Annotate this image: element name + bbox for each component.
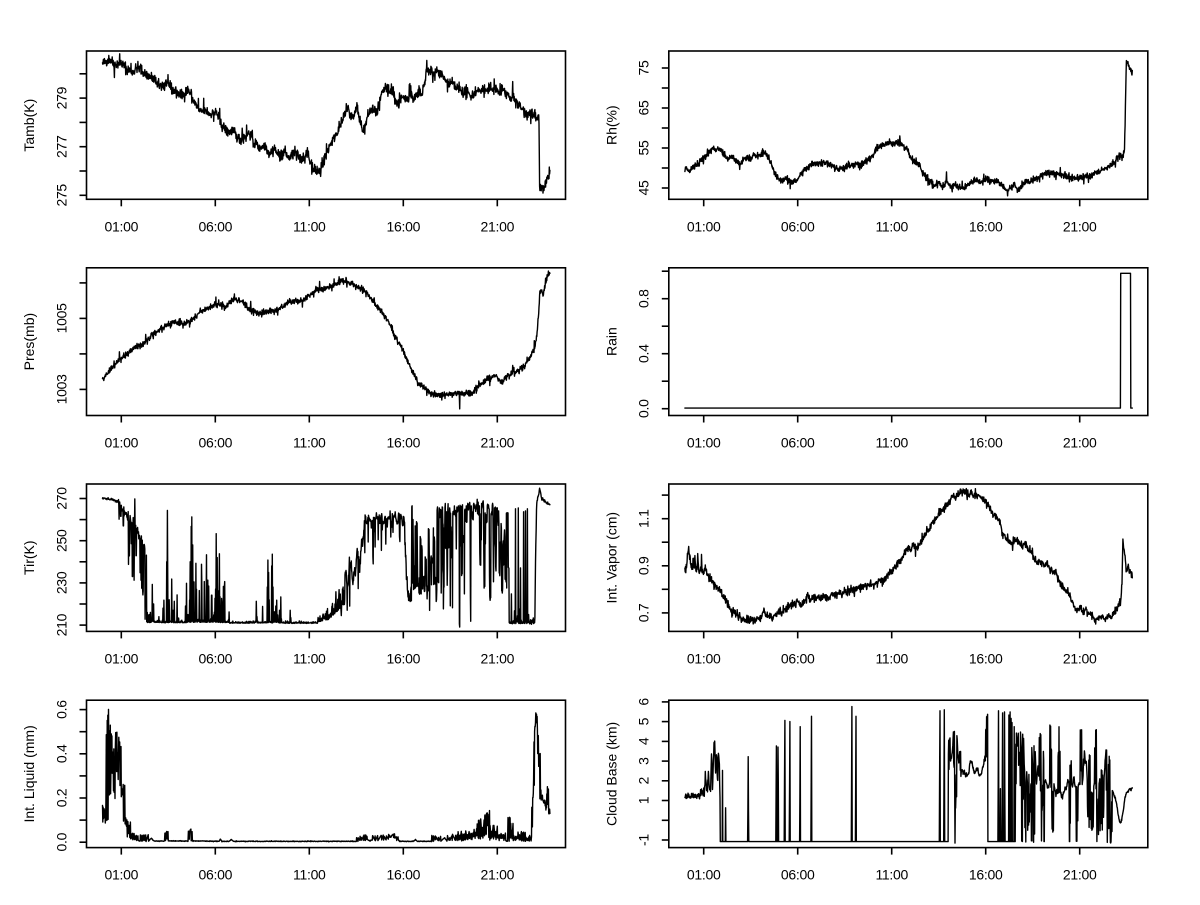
svg-text:21:00: 21:00 <box>481 435 515 451</box>
svg-text:06:00: 06:00 <box>199 435 233 451</box>
svg-text:16:00: 16:00 <box>387 218 421 234</box>
svg-text:16:00: 16:00 <box>387 650 421 666</box>
svg-text:1: 1 <box>636 796 652 804</box>
svg-text:230: 230 <box>53 571 69 594</box>
svg-text:01:00: 01:00 <box>687 650 721 666</box>
svg-text:55: 55 <box>636 140 652 155</box>
svg-text:0.4: 0.4 <box>636 344 652 363</box>
svg-text:1.1: 1.1 <box>636 509 652 528</box>
svg-text:1003: 1003 <box>53 374 69 404</box>
svg-text:0.0: 0.0 <box>636 399 652 418</box>
svg-text:75: 75 <box>636 60 652 75</box>
svg-text:01:00: 01:00 <box>105 218 139 234</box>
svg-text:16:00: 16:00 <box>969 218 1003 234</box>
svg-text:06:00: 06:00 <box>781 435 815 451</box>
svg-text:1005: 1005 <box>53 303 69 333</box>
svg-text:01:00: 01:00 <box>687 867 721 883</box>
svg-text:06:00: 06:00 <box>199 218 233 234</box>
svg-text:21:00: 21:00 <box>481 218 515 234</box>
svg-text:06:00: 06:00 <box>199 867 233 883</box>
svg-text:16:00: 16:00 <box>969 650 1003 666</box>
svg-text:Tir(K): Tir(K) <box>21 540 37 574</box>
svg-text:06:00: 06:00 <box>199 650 233 666</box>
svg-text:0.4: 0.4 <box>53 744 69 763</box>
svg-text:21:00: 21:00 <box>1063 867 1097 883</box>
svg-text:11:00: 11:00 <box>875 435 908 451</box>
svg-text:16:00: 16:00 <box>969 435 1003 451</box>
svg-text:45: 45 <box>636 180 652 195</box>
svg-text:Tamb(K): Tamb(K) <box>21 99 37 152</box>
svg-text:3: 3 <box>636 757 652 765</box>
svg-text:21:00: 21:00 <box>481 867 515 883</box>
svg-text:6: 6 <box>636 698 652 706</box>
svg-text:11:00: 11:00 <box>293 867 326 883</box>
svg-text:21:00: 21:00 <box>1063 218 1097 234</box>
svg-text:279: 279 <box>53 86 69 109</box>
svg-text:Pres(mb): Pres(mb) <box>21 313 37 371</box>
svg-text:2: 2 <box>636 777 652 785</box>
svg-text:11:00: 11:00 <box>875 218 908 234</box>
svg-text:11:00: 11:00 <box>293 435 326 451</box>
svg-text:0.2: 0.2 <box>53 788 69 807</box>
svg-text:-1: -1 <box>636 834 652 846</box>
svg-text:21:00: 21:00 <box>1063 435 1097 451</box>
svg-text:Int. Liquid (mm): Int. Liquid (mm) <box>21 725 37 822</box>
svg-text:0.9: 0.9 <box>636 556 652 575</box>
svg-text:01:00: 01:00 <box>105 867 139 883</box>
svg-text:16:00: 16:00 <box>387 435 421 451</box>
svg-text:11:00: 11:00 <box>875 650 908 666</box>
svg-text:270: 270 <box>53 487 69 510</box>
svg-text:01:00: 01:00 <box>105 650 139 666</box>
svg-text:01:00: 01:00 <box>687 435 721 451</box>
svg-text:Cloud Base (km): Cloud Base (km) <box>604 722 620 826</box>
svg-text:21:00: 21:00 <box>1063 650 1097 666</box>
svg-text:275: 275 <box>53 184 69 207</box>
svg-text:06:00: 06:00 <box>781 218 815 234</box>
svg-text:210: 210 <box>53 613 69 636</box>
svg-text:65: 65 <box>636 100 652 115</box>
svg-text:11:00: 11:00 <box>293 218 326 234</box>
svg-text:0.6: 0.6 <box>53 700 69 719</box>
svg-text:11:00: 11:00 <box>293 650 326 666</box>
svg-text:5: 5 <box>636 717 652 725</box>
svg-text:0.8: 0.8 <box>636 289 652 308</box>
svg-text:250: 250 <box>53 529 69 552</box>
svg-text:16:00: 16:00 <box>969 867 1003 883</box>
svg-text:16:00: 16:00 <box>387 867 421 883</box>
svg-text:277: 277 <box>53 135 69 158</box>
svg-text:01:00: 01:00 <box>105 435 139 451</box>
svg-text:Rain: Rain <box>604 327 620 356</box>
svg-text:Int. Vapor (cm): Int. Vapor (cm) <box>604 512 620 604</box>
svg-text:4: 4 <box>636 737 652 745</box>
svg-text:01:00: 01:00 <box>687 218 721 234</box>
svg-text:0.0: 0.0 <box>53 832 69 851</box>
svg-text:11:00: 11:00 <box>875 867 908 883</box>
svg-text:06:00: 06:00 <box>781 650 815 666</box>
svg-text:0.7: 0.7 <box>636 603 652 622</box>
svg-text:Rh(%): Rh(%) <box>604 105 620 145</box>
svg-text:06:00: 06:00 <box>781 867 815 883</box>
svg-text:21:00: 21:00 <box>481 650 515 666</box>
